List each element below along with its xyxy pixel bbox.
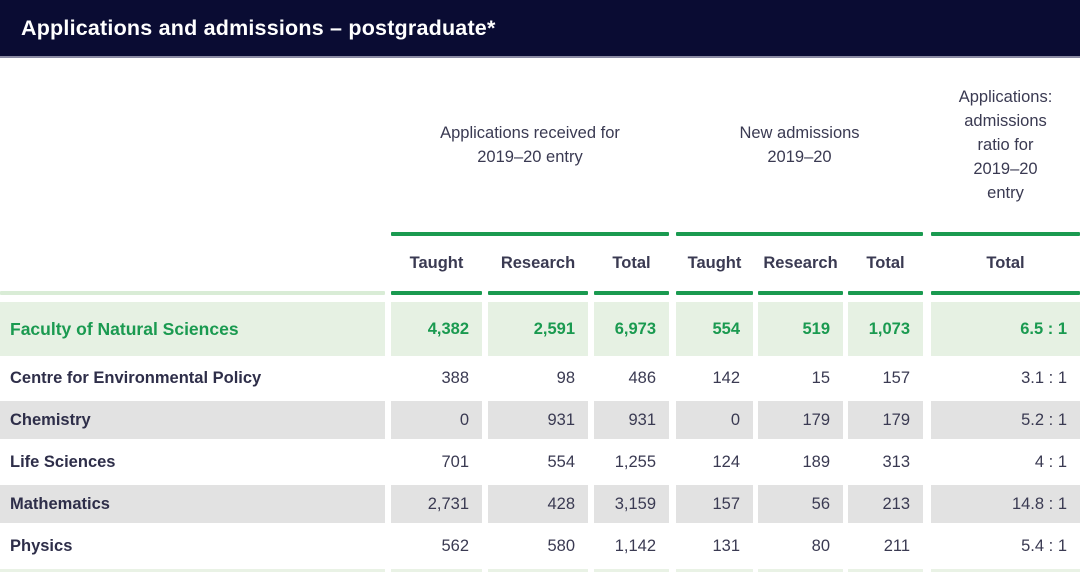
table-row-mathematics: Mathematics 2,731 428 3,159 157 56 213 1…: [0, 485, 1080, 523]
value-cell: 554: [488, 443, 588, 481]
row-label: Faculty of Natural Sciences: [0, 302, 385, 356]
value-cell: 0: [391, 401, 482, 439]
value-cell: 179: [758, 401, 843, 439]
value-cell: 213: [848, 485, 923, 523]
top-rule-row: [0, 232, 1080, 236]
value-cell: 211: [848, 527, 923, 565]
value-cell: 931: [594, 401, 669, 439]
row-label: Physics: [0, 527, 385, 565]
ratio-cell: 14.8 : 1: [931, 485, 1080, 523]
group-header-applications: Applications received for 2019–20 entry: [440, 124, 620, 166]
value-cell: 131: [676, 527, 753, 565]
value-cell: 157: [676, 485, 753, 523]
table-row-physics: Physics 562 580 1,142 131 80 211 5.4 : 1: [0, 527, 1080, 565]
value-cell: 388: [391, 359, 482, 397]
page-title: Applications and admissions – postgradua…: [21, 15, 496, 40]
value-cell: 313: [848, 443, 923, 481]
ratio-cell: 5.2 : 1: [931, 401, 1080, 439]
value-cell: 1,073: [848, 302, 923, 356]
value-cell: 580: [488, 527, 588, 565]
value-cell: 2,591: [488, 302, 588, 356]
col-header-total-ratio: Total: [986, 254, 1025, 272]
ratio-cell: 5.4 : 1: [931, 527, 1080, 565]
col-header-taught-adm: Taught: [687, 254, 742, 272]
ratio-cell: 4 : 1: [931, 443, 1080, 481]
table-row-life-sciences: Life Sciences 701 554 1,255 124 189 313 …: [0, 443, 1080, 481]
row-label: Centre for Environmental Policy: [0, 359, 385, 397]
value-cell: 80: [758, 527, 843, 565]
rule-applications: [391, 232, 669, 236]
table-row-chemistry: Chemistry 0 931 931 0 179 179 5.2 : 1: [0, 401, 1080, 439]
value-cell: 179: [848, 401, 923, 439]
value-cell: 6,973: [594, 302, 669, 356]
group-header-row: Applications received for 2019–20 entry …: [0, 58, 1080, 232]
value-cell: 554: [676, 302, 753, 356]
value-cell: 0: [676, 401, 753, 439]
table-row-centre-for-environmental-policy: Centre for Environmental Policy 388 98 4…: [0, 359, 1080, 397]
value-cell: 1,142: [594, 527, 669, 565]
rule-ratio: [931, 232, 1080, 236]
value-cell: 1,255: [594, 443, 669, 481]
col-header-taught-apps: Taught: [409, 254, 464, 272]
col-header-total-apps: Total: [612, 254, 651, 272]
group-header-admissions: New admissions 2019–20: [739, 124, 860, 166]
value-cell: 142: [676, 359, 753, 397]
row-label: Mathematics: [0, 485, 385, 523]
table-row-clipped: [0, 569, 1080, 572]
rule-label-pale: [0, 291, 385, 295]
title-bar: Applications and admissions – postgradua…: [0, 0, 1080, 58]
value-cell: 4,382: [391, 302, 482, 356]
value-cell: 2,731: [391, 485, 482, 523]
ratio-cell: 3.1 : 1: [931, 359, 1080, 397]
value-cell: 124: [676, 443, 753, 481]
value-cell: 931: [488, 401, 588, 439]
col-header-total-adm: Total: [866, 254, 905, 272]
value-cell: 98: [488, 359, 588, 397]
column-header-row: Taught Research Total Taught Research To…: [0, 236, 1080, 291]
col-header-research-adm: Research: [763, 254, 838, 272]
value-cell: 15: [758, 359, 843, 397]
value-cell: 486: [594, 359, 669, 397]
col-header-research-apps: Research: [500, 254, 576, 272]
value-cell: 189: [758, 443, 843, 481]
bottom-rule-row: [0, 291, 1080, 295]
value-cell: 3,159: [594, 485, 669, 523]
value-cell: 701: [391, 443, 482, 481]
group-header-ratio: Applications: admissions ratio for 2019–…: [958, 88, 1053, 202]
ratio-cell: 6.5 : 1: [931, 302, 1080, 356]
rule-admissions: [676, 232, 923, 236]
value-cell: 562: [391, 527, 482, 565]
value-cell: 157: [848, 359, 923, 397]
row-label: Chemistry: [0, 401, 385, 439]
row-label: Life Sciences: [0, 443, 385, 481]
table-row-faculty-of-natural-sciences: Faculty of Natural Sciences 4,382 2,591 …: [0, 302, 1080, 356]
value-cell: 519: [758, 302, 843, 356]
value-cell: 56: [758, 485, 843, 523]
value-cell: 428: [488, 485, 588, 523]
